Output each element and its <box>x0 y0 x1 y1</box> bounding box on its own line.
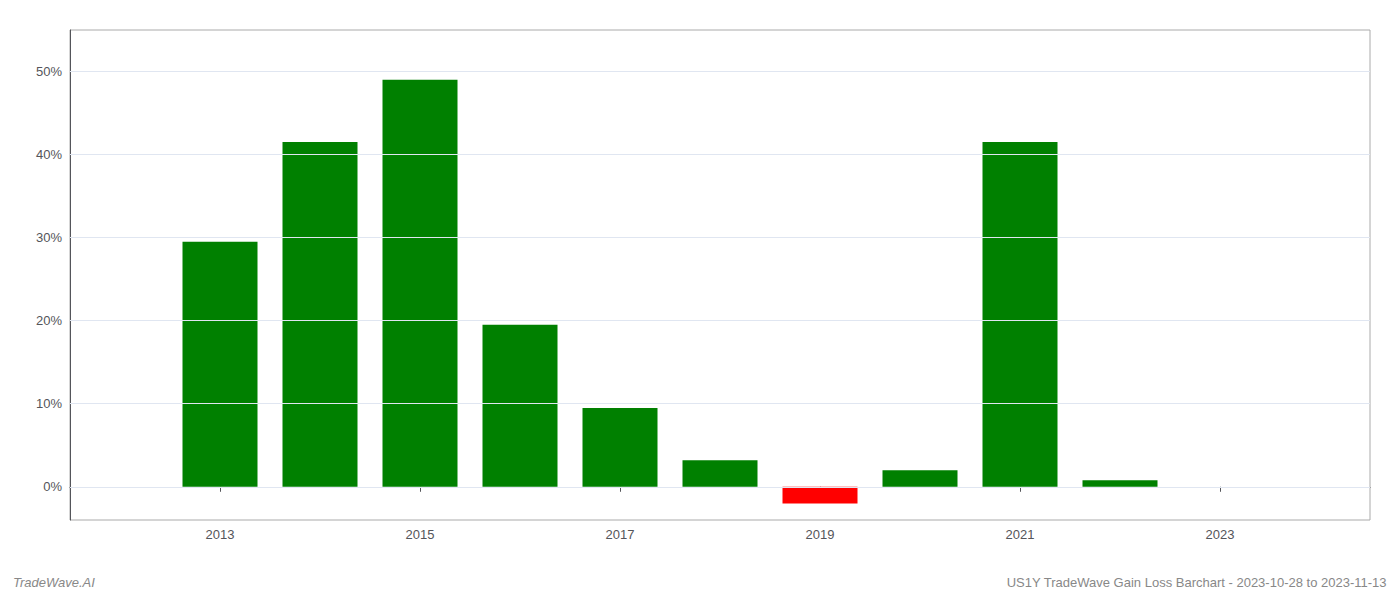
svg-text:40%: 40% <box>36 147 62 162</box>
svg-text:2023: 2023 <box>1206 527 1235 542</box>
svg-text:2017: 2017 <box>606 527 635 542</box>
svg-text:2021: 2021 <box>1006 527 1035 542</box>
svg-text:2015: 2015 <box>406 527 435 542</box>
svg-text:2019: 2019 <box>806 527 835 542</box>
svg-text:10%: 10% <box>36 396 62 411</box>
svg-text:30%: 30% <box>36 230 62 245</box>
svg-text:0%: 0% <box>43 479 62 494</box>
svg-text:50%: 50% <box>36 64 62 79</box>
svg-text:2013: 2013 <box>206 527 235 542</box>
svg-text:US1Y TradeWave Gain Loss Barch: US1Y TradeWave Gain Loss Barchart - 2023… <box>1007 575 1387 590</box>
svg-text:TradeWave.AI: TradeWave.AI <box>13 575 95 590</box>
svg-text:20%: 20% <box>36 313 62 328</box>
